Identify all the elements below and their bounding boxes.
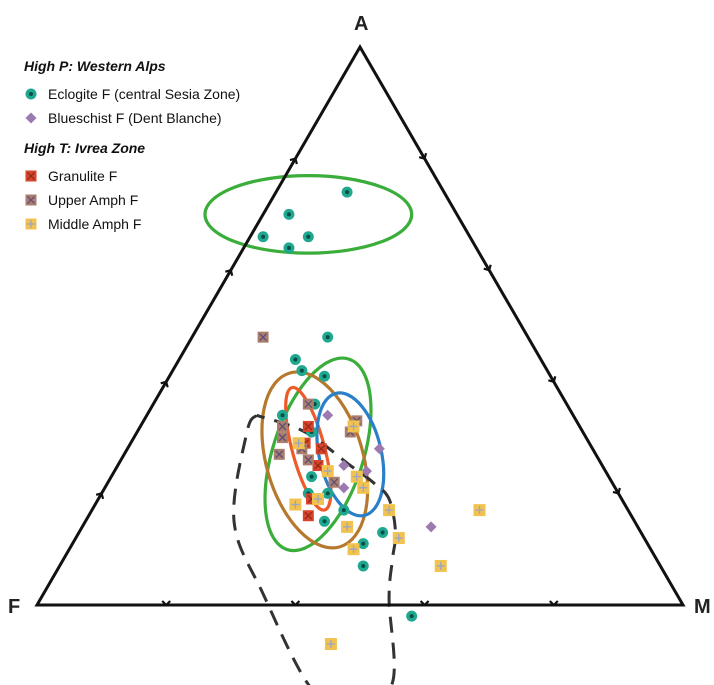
eclogite-point (406, 610, 418, 622)
middle_amph-point (350, 470, 363, 483)
upper_amph-point (302, 454, 314, 466)
tick-mark (612, 487, 621, 495)
legend-label-granulite: Granulite F (48, 168, 118, 184)
legend-label-blueschist: Blueschist F (Dent Blanche) (48, 110, 222, 126)
eclogite-point (341, 186, 353, 198)
legend-label-middle-amph: Middle Amph F (48, 216, 142, 232)
granulite-marker-icon (24, 169, 38, 183)
dashed-field-boundary (232, 413, 398, 685)
eclogite-point (302, 231, 314, 243)
eclogite-point (318, 370, 330, 382)
granulite-point (315, 443, 327, 455)
middle_amph-point (347, 543, 360, 556)
eclogite-point (289, 353, 301, 365)
middle_amph-point (341, 520, 354, 533)
vertex-label-a: A (354, 13, 369, 35)
blueschist-marker-icon (24, 111, 38, 125)
vertex-label-f: F (8, 596, 21, 618)
ellipse-field-2 (260, 370, 370, 550)
middle_amph-point (324, 638, 337, 651)
tick-mark (161, 600, 171, 607)
legend-item-eclogite: Eclogite F (central Sesia Zone) (24, 82, 240, 106)
eclogite-point (318, 515, 330, 527)
legend-item-middle-amph: Middle Amph F (24, 212, 240, 236)
eclogite-point (357, 538, 369, 550)
legend-label-upper-amph: Upper Amph F (48, 192, 139, 208)
eclogite-point (322, 487, 334, 499)
upper_amph-point (273, 448, 285, 460)
tick-mark (418, 152, 428, 160)
middle_amph-point (357, 481, 370, 494)
tick-mark (483, 264, 492, 272)
ellipse-field-0 (203, 174, 414, 255)
eclogite-point (283, 242, 295, 254)
blueschist-point (338, 460, 350, 471)
middle_amph-point (312, 492, 325, 505)
middle_amph-point (292, 437, 305, 450)
tick-mark (225, 268, 234, 276)
blueschist-point (425, 521, 437, 533)
legend-item-upper-amph: Upper Amph F (24, 188, 240, 212)
granulite-point (302, 510, 314, 522)
middle_amph-point (392, 532, 405, 545)
eclogite-point (296, 365, 308, 377)
legend-item-granulite: Granulite F (24, 164, 240, 188)
legend-title-high-t: High T: Ivrea Zone (24, 140, 146, 156)
upper_amph-point (257, 331, 269, 343)
legend-title-high-p: High P: Western Alps (24, 58, 166, 74)
tick-mark (549, 600, 559, 607)
middle_amph-point (473, 504, 486, 517)
eclogite-point (357, 560, 369, 572)
upper_amph-point (302, 398, 314, 410)
tick-mark (419, 600, 430, 607)
middle_amph-point (321, 465, 334, 478)
vertex-label-m: M (694, 596, 711, 618)
blueschist-point (373, 443, 385, 455)
blueschist-point (338, 482, 350, 494)
chart-legend: High P: Western Alps Eclogite F (central… (24, 58, 240, 236)
upper_amph-point (276, 420, 288, 432)
eclogite-point (276, 409, 288, 421)
eclogite-point (257, 231, 269, 243)
eclogite-marker-icon (24, 87, 38, 101)
middle_amph-point (434, 559, 447, 572)
tick-mark (95, 492, 105, 500)
middle_amph-point (289, 498, 302, 511)
eclogite-point (306, 471, 318, 483)
blueschist-point (360, 465, 372, 477)
ellipse-field-1 (263, 356, 373, 553)
tick-mark (290, 600, 301, 607)
upper_amph-point (276, 432, 288, 444)
tick-mark (548, 376, 557, 384)
eclogite-point (377, 526, 389, 538)
eclogite-point (338, 504, 350, 516)
eclogite-point (322, 331, 334, 343)
tick-mark (160, 380, 169, 388)
middle_amph-point (383, 504, 396, 517)
ternary-triangle (34, 44, 686, 607)
granulite-point (312, 460, 324, 471)
upper_amph-point (328, 476, 340, 488)
tick-marks (95, 152, 621, 607)
blueschist-point (322, 409, 334, 421)
eclogite-point (283, 208, 295, 220)
data-points (257, 186, 486, 651)
legend-item-blueschist: Blueschist F (Dent Blanche) (24, 106, 240, 130)
granulite-point (302, 420, 314, 432)
upper-amph-marker-icon (24, 193, 38, 207)
middle-amph-marker-icon (24, 217, 38, 231)
middle_amph-point (347, 420, 360, 433)
legend-label-eclogite: Eclogite F (central Sesia Zone) (48, 86, 241, 102)
tick-mark (289, 157, 298, 165)
